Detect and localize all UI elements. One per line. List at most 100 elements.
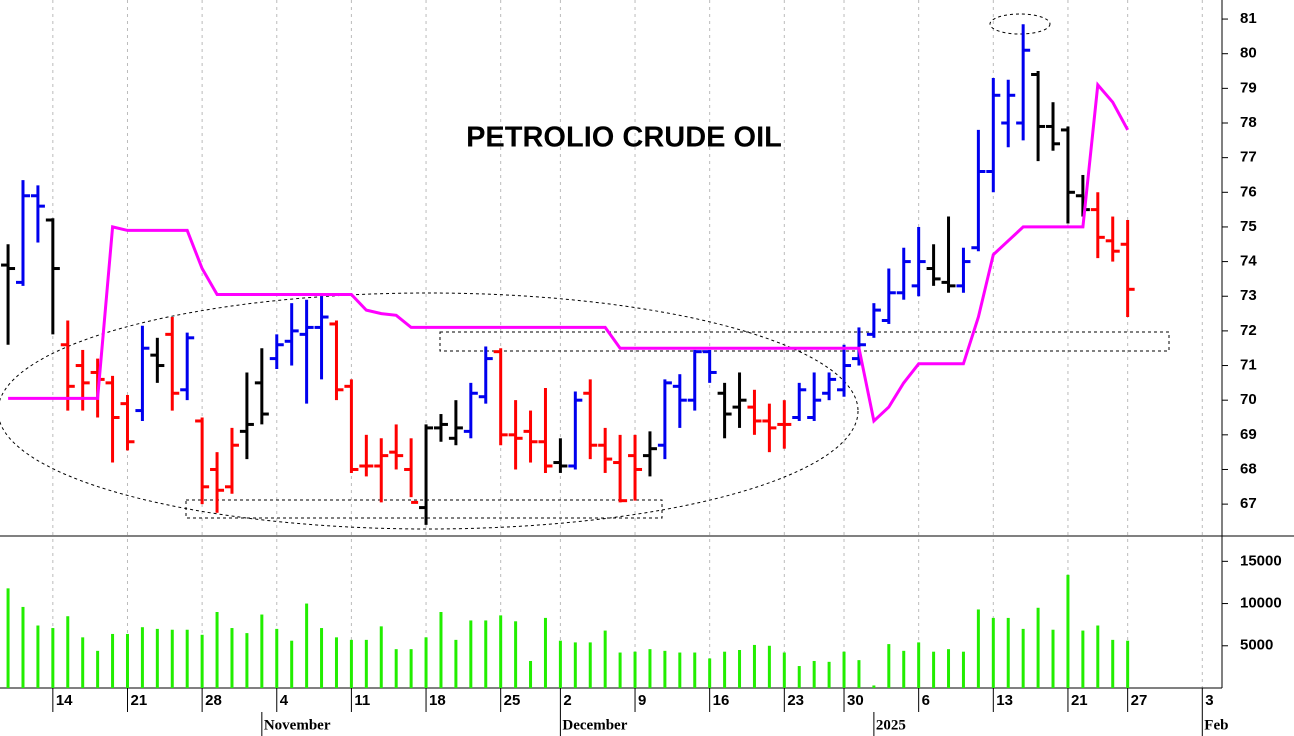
volume-bar: [245, 633, 249, 688]
volume-bar: [827, 661, 831, 688]
x-tick-label: 14: [56, 692, 73, 709]
x-tick-label: 25: [504, 692, 521, 709]
volume-bar: [588, 642, 592, 688]
month-label: Feb: [1204, 717, 1228, 733]
volume-bar: [887, 644, 891, 688]
volume-bar: [364, 639, 368, 688]
y-tick-label: 15000: [1240, 552, 1282, 569]
volume-bar: [275, 628, 279, 688]
volume-bar: [51, 628, 55, 688]
volume-bar: [409, 649, 413, 688]
volume-bar: [738, 650, 742, 688]
volume-bar: [81, 637, 85, 688]
volume-bar: [260, 614, 264, 688]
volume-bar: [1096, 625, 1100, 688]
volume-bar: [439, 612, 443, 688]
volume-bar: [961, 651, 965, 688]
grid-layer: [52, 0, 1203, 688]
y-tick-label: 73: [1240, 287, 1257, 304]
x-tick-label: 21: [1071, 692, 1088, 709]
volume-bar: [21, 606, 25, 688]
volume-bar: [290, 640, 294, 688]
volume-bar: [782, 652, 786, 688]
volume-bar: [305, 603, 309, 688]
y-tick-label: 81: [1240, 10, 1257, 27]
volume-bar: [797, 666, 801, 688]
month-label: December: [562, 717, 627, 733]
x-tick-label: 11: [354, 692, 370, 709]
volume-bar: [1006, 617, 1010, 688]
volume-bar: [752, 644, 756, 688]
volume-bar: [200, 634, 204, 688]
x-tick-label: 6: [922, 692, 930, 709]
volume-bar: [1051, 629, 1055, 688]
volume-bar: [872, 685, 876, 688]
volume-bar: [1066, 574, 1070, 688]
volume-bar: [215, 612, 219, 688]
volume-bar: [320, 628, 324, 688]
volume-bar: [603, 630, 607, 688]
volume-bar: [917, 642, 921, 688]
volume-bar: [723, 651, 727, 688]
annotation-box: [185, 499, 663, 519]
volume-bar: [484, 620, 488, 688]
volume-bar: [454, 639, 458, 688]
volume-bar: [558, 640, 562, 688]
volume-bar: [902, 650, 906, 688]
y-tick-label: 80: [1240, 45, 1257, 62]
annotation-ellipse: [0, 292, 859, 530]
x-tick-label: 27: [1131, 692, 1148, 709]
volume-bar: [573, 642, 577, 688]
x-tick-label: 21: [130, 692, 147, 709]
month-label: November: [264, 717, 331, 733]
y-tick-label: 71: [1240, 357, 1257, 374]
volume-bar: [125, 633, 129, 688]
volume-bar: [334, 637, 338, 688]
volume-bar: [6, 588, 10, 688]
volume-bar: [991, 617, 995, 688]
month-label: 2025: [876, 717, 906, 733]
y-tick-label: 10000: [1240, 595, 1282, 612]
y-tick-label: 69: [1240, 426, 1257, 443]
volume-bar: [633, 651, 637, 688]
volume-bar: [170, 629, 174, 688]
volume-bar: [499, 615, 503, 688]
y-tick-label: 70: [1240, 391, 1257, 408]
y-tick-label: 76: [1240, 183, 1257, 200]
volume-bar: [708, 658, 712, 688]
x-tick-label: 18: [429, 692, 446, 709]
y-tick-label: 72: [1240, 322, 1257, 339]
x-tick-label: 9: [638, 692, 646, 709]
volume-bar: [379, 626, 383, 688]
volume-bar: [96, 650, 100, 688]
volume-bar: [663, 650, 667, 688]
volume-bar: [1126, 640, 1130, 688]
volume-bar: [842, 651, 846, 688]
volume-bar: [230, 628, 234, 688]
y-tick-label: 68: [1240, 460, 1257, 477]
volume-bar: [111, 633, 115, 688]
volume-bar: [618, 652, 622, 688]
indicator-line: [8, 81, 1130, 424]
volume-bar: [857, 660, 861, 688]
volume-bar: [678, 652, 682, 688]
y-tick-label: 5000: [1240, 637, 1273, 654]
y-tick-label: 75: [1240, 218, 1257, 235]
volume-bar: [1081, 630, 1085, 688]
volume-bar: [394, 649, 398, 688]
volume-bar: [66, 616, 70, 688]
volume-bar: [976, 609, 980, 688]
volume-bar: [932, 651, 936, 688]
chart-title: PETROLIO CRUDE OIL: [466, 122, 782, 154]
volume-bar: [947, 649, 951, 688]
volume-bar: [1036, 607, 1040, 688]
x-tick-label: 28: [205, 692, 222, 709]
volume-bar: [424, 637, 428, 688]
y-tick-label: 74: [1240, 253, 1257, 270]
volume-bar: [469, 620, 473, 688]
volume-bar: [155, 628, 159, 688]
y-tick-label: 67: [1240, 495, 1257, 512]
volume-bar: [185, 629, 189, 688]
y-tick-label: 77: [1240, 149, 1257, 166]
